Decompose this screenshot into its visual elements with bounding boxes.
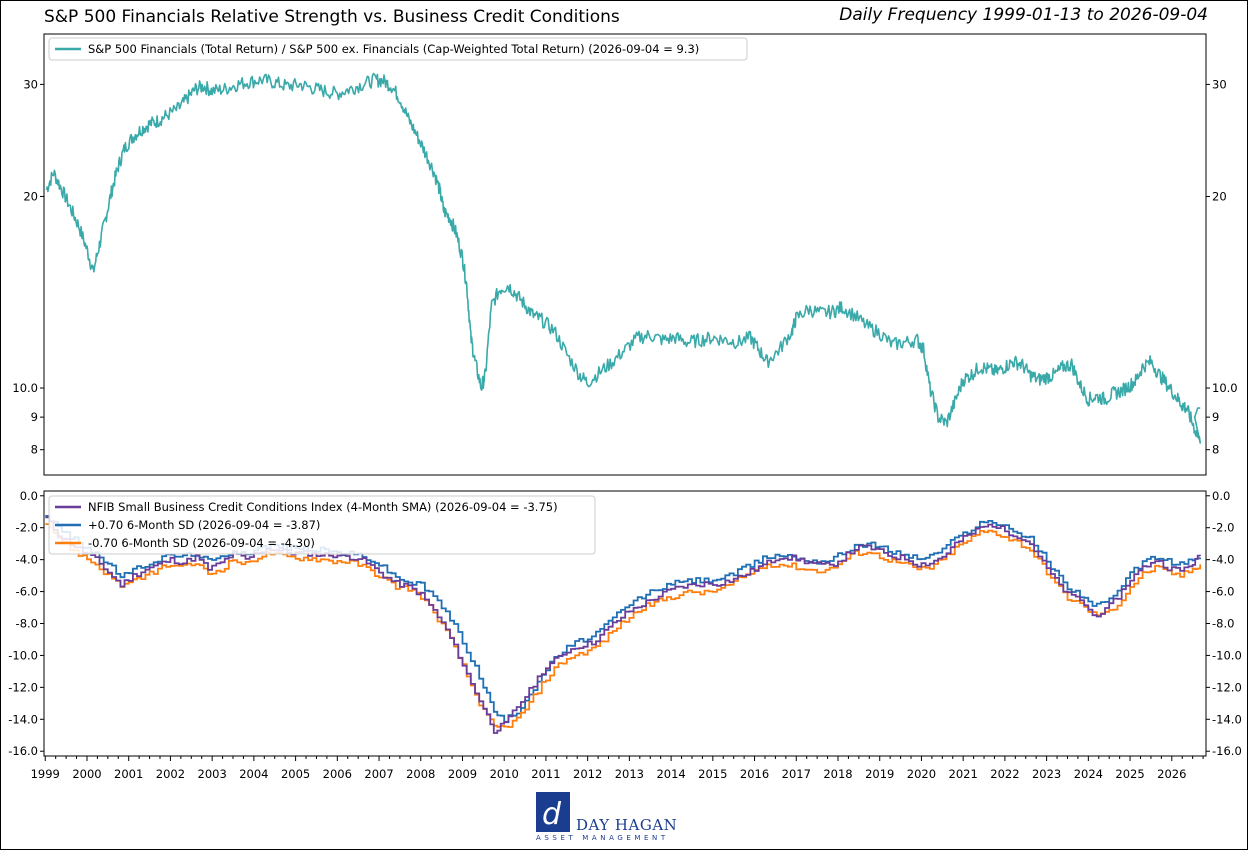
top-ytick-label-right: 30 <box>1212 77 1227 91</box>
x-tick-label: 1999 <box>31 767 60 781</box>
x-tick-label: 2024 <box>1074 767 1103 781</box>
x-tick-label: 2011 <box>531 767 560 781</box>
x-tick-label: 2017 <box>782 767 811 781</box>
x-tick-label: 2021 <box>949 767 978 781</box>
bottom-ytick-label-right: -4.0 <box>1212 553 1234 567</box>
legend-label-lower-band: -0.70 6-Month SD (2026-09-04 = -4.30) <box>88 536 315 550</box>
top-ytick-label-left: 30 <box>23 77 38 91</box>
x-tick-label: 2000 <box>72 767 101 781</box>
x-tick-label: 2012 <box>573 767 602 781</box>
top-panel: 8 9 10.0 20 30 8 9 10.0 20 30 S&P 500 Financials… <box>12 33 1238 476</box>
top-ytick-label-right: 10.0 <box>1212 381 1238 395</box>
top-yaxis-left: 8 9 10.0 20 30 <box>12 77 44 457</box>
x-tick-label: 2020 <box>907 767 936 781</box>
x-tick-label: 2010 <box>490 767 519 781</box>
x-tick-label: 2007 <box>364 767 393 781</box>
bottom-ytick-label-left: -6.0 <box>16 585 38 599</box>
bottom-ytick-label-left: -10.0 <box>8 648 38 662</box>
series-line-relative-strength <box>45 72 1201 444</box>
x-tick-label: 2001 <box>114 767 143 781</box>
legend-label-upper-band: +0.70 6-Month SD (2026-09-04 = -3.87) <box>88 518 320 532</box>
x-tick-label: 2003 <box>198 767 227 781</box>
logo-tagline: ASSET MANAGEMENT <box>536 834 669 842</box>
bottom-ytick-label-left: -16.0 <box>8 744 38 758</box>
bottom-legend: NFIB Small Business Credit Conditions In… <box>48 495 596 555</box>
top-yaxis-right: 8 9 10.0 20 30 <box>1206 77 1238 457</box>
bottom-panel: 0.0-2.0-4.0-6.0-8.0-10.0-12.0-14.0-16.0 … <box>8 489 1242 781</box>
chart-title: S&P 500 Financials Relative Strength vs.… <box>44 7 620 27</box>
x-tick-label: 2006 <box>323 767 352 781</box>
bottom-ytick-label-left: -8.0 <box>16 617 38 631</box>
top-ytick-label-left: 9 <box>31 410 38 424</box>
x-tick-label: 2008 <box>406 767 435 781</box>
legend-label-nfib: NFIB Small Business Credit Conditions In… <box>88 500 558 514</box>
x-tick-label: 2022 <box>990 767 1019 781</box>
svg-text:d: d <box>542 797 562 832</box>
series-line-nfib <box>45 516 1202 734</box>
x-axis: 1999 2000 2001 2002 2003 2004 2005 2006 2007 2008… <box>31 756 1204 781</box>
bottom-ytick-label-left: -4.0 <box>16 553 38 567</box>
bottom-ytick-label-right: -16.0 <box>1212 744 1242 758</box>
bottom-ytick-label-right: -8.0 <box>1212 617 1234 631</box>
top-legend: S&P 500 Financials (Total Return) / S&P … <box>48 37 748 61</box>
logo-glyph: d <box>542 797 562 832</box>
top-ytick-label-right: 20 <box>1212 189 1227 203</box>
day-hagan-logo: d DAY HAGAN ASSET MANAGEMENT <box>536 792 686 844</box>
bottom-ytick-label-left: -14.0 <box>8 712 38 726</box>
x-tick-label: 2005 <box>281 767 310 781</box>
chart-subtitle: Daily Frequency 1999-01-13 to 2026-09-04 <box>839 5 1208 25</box>
bottom-ytick-label-right: -2.0 <box>1212 521 1234 535</box>
bottom-ytick-label-left: -2.0 <box>16 521 38 535</box>
bottom-ytick-label-right: 0.0 <box>1212 489 1230 503</box>
x-tick-label: 2014 <box>656 767 685 781</box>
logo-mark-icon: d <box>536 792 570 832</box>
bottom-ytick-label-right: -6.0 <box>1212 585 1234 599</box>
bottom-legend-box <box>48 495 596 555</box>
top-series <box>45 72 1201 444</box>
bottom-ytick-label-right: -14.0 <box>1212 712 1242 726</box>
x-tick-label: 2018 <box>823 767 852 781</box>
series-line-lower-band <box>45 523 1202 728</box>
bottom-ytick-label-right: -10.0 <box>1212 648 1242 662</box>
bottom-ytick-label-left: 0.0 <box>20 489 38 503</box>
top-ytick-label-right: 9 <box>1212 410 1219 424</box>
x-tick-label: 2025 <box>1115 767 1144 781</box>
x-tick-label: 2023 <box>1032 767 1061 781</box>
bottom-yaxis-right: 0.0 -2.0 -4.0 -6.0 -8.0 -10.0 -12.0 -14.0 -16.0 <box>1206 489 1242 758</box>
top-ytick-label-right: 8 <box>1212 443 1219 457</box>
x-tick-label: 2019 <box>865 767 894 781</box>
top-ytick-label-left: 10.0 <box>12 381 38 395</box>
x-tick-label: 2004 <box>239 767 268 781</box>
top-ytick-label-left: 8 <box>31 443 38 457</box>
top-ytick-label-left: 20 <box>23 189 38 203</box>
logo-name: DAY HAGAN <box>576 816 678 834</box>
top-panel-frame <box>43 33 1207 476</box>
x-tick-label: 2002 <box>156 767 185 781</box>
legend-label-relative-strength: S&P 500 Financials (Total Return) / S&P … <box>88 42 699 56</box>
bottom-ytick-label-right: -12.0 <box>1212 680 1242 694</box>
bottom-ytick-label-left: -12.0 <box>8 680 38 694</box>
top-legend-box <box>48 37 748 61</box>
x-tick-label: 2026 <box>1157 767 1186 781</box>
x-tick-label: 2009 <box>448 767 477 781</box>
x-tick-label: 2013 <box>615 767 644 781</box>
bottom-yaxis-left: 0.0 -2.0 -4.0 -6.0 -8.0 -10.0 -12.0 -14.0 -16.0 <box>8 489 44 758</box>
x-tick-label: 2016 <box>740 767 769 781</box>
x-tick-label: 2015 <box>698 767 727 781</box>
